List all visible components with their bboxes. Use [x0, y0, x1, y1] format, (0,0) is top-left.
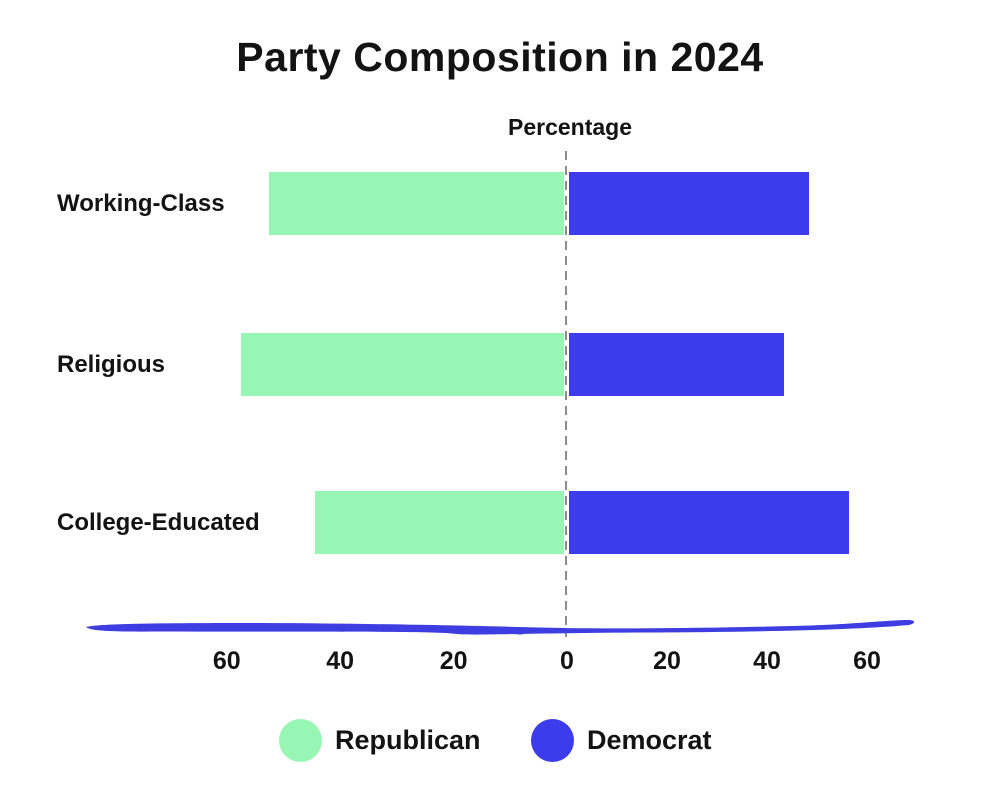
legend-item-democrat: Democrat	[531, 719, 712, 762]
x-axis-hand-drawn-line	[86, 620, 915, 635]
legend-label-republican: Republican	[335, 725, 481, 755]
x-tick-label-40: 40	[753, 647, 781, 675]
category-label-working-class: Working-Class	[57, 189, 225, 217]
x-tick-label-neg-60: 60	[212, 647, 241, 675]
x-tick-label-20: 20	[653, 647, 681, 675]
legend-item-republican: Republican	[279, 719, 481, 762]
bar-republican-religious	[240, 333, 564, 396]
bar-republican-college-educated	[314, 491, 564, 554]
x-tick-label-0: 0	[560, 647, 574, 675]
bar-republican-working-class	[269, 172, 564, 235]
x-tick-label-60: 60	[853, 647, 881, 675]
bar-democrat-college-educated	[569, 491, 849, 554]
republican-swatch-icon	[279, 719, 322, 762]
x-axis-title: Percentage	[507, 114, 633, 140]
category-label-religious: Religious	[57, 350, 166, 378]
bar-democrat-religious	[569, 333, 784, 396]
legend-label-democrat: Democrat	[587, 725, 712, 755]
axis-line-smudge	[505, 628, 527, 635]
chart-title: Party Composition in 2024	[236, 34, 764, 80]
democrat-swatch-icon	[531, 719, 574, 762]
x-tick-label-neg-40: 40	[326, 647, 355, 675]
legend: Republican Democrat	[0, 715, 1000, 767]
bar-democrat-working-class	[569, 172, 809, 235]
x-tick-label-neg-20: 20	[439, 647, 468, 675]
category-label-college-educated: College-Educated	[57, 508, 260, 536]
